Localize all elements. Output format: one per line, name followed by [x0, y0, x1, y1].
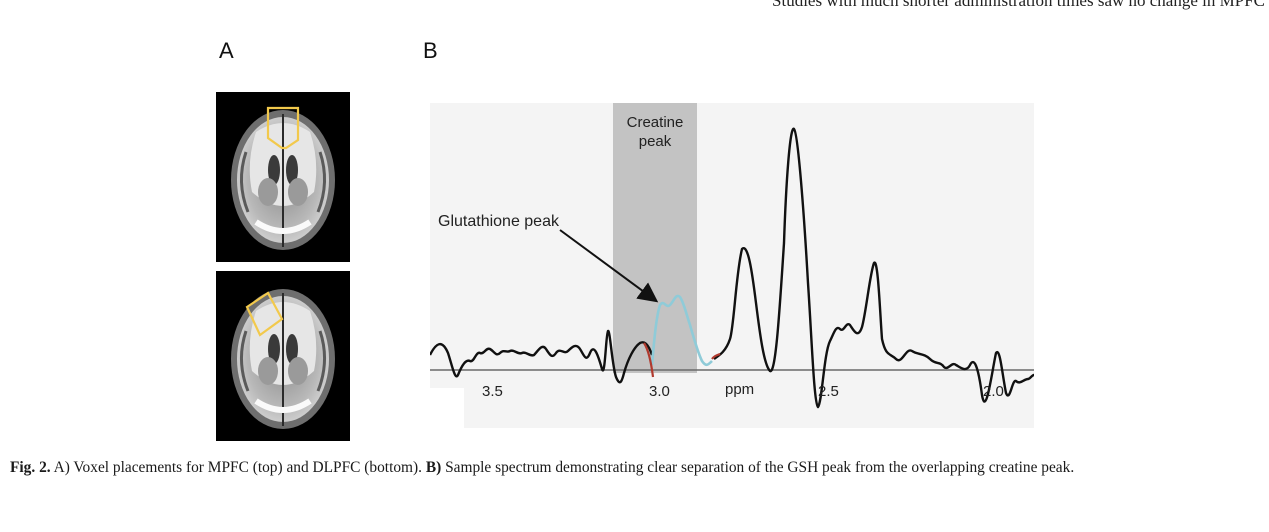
caption-b-label: B) — [425, 459, 442, 476]
mpfc-voxel-marker — [266, 106, 300, 150]
tick-label-3-5: 3.5 — [482, 383, 503, 400]
caption-part-b: Sample spectrum demonstrating clear sepa… — [441, 459, 1075, 476]
edge-fit-left — [643, 342, 655, 378]
brain-image-mpfc — [216, 92, 350, 262]
spectrum-trace — [430, 329, 654, 384]
gsh-fit-trace — [650, 294, 713, 367]
panel-b-label: B — [423, 38, 438, 63]
tick-label-2-0: 2.0 — [983, 383, 1004, 400]
glutathione-arrow — [559, 229, 659, 303]
dlpfc-voxel-marker — [245, 291, 284, 337]
panel-a-label: A — [219, 38, 234, 63]
creatine-band-label: Creatine — [627, 114, 684, 131]
glutathione-peak-label: Glutathione peak — [438, 213, 560, 230]
figure-caption: Fig. 2. A) Voxel placements for MPFC (to… — [10, 457, 1222, 478]
axis-unit-label: ppm — [725, 381, 754, 398]
edge-fit-right — [711, 352, 721, 360]
tick-label-2-5: 2.5 — [818, 383, 839, 400]
spectrum-plot: Creatine peak Glutathione peak 3.5 3.0 p… — [430, 103, 1034, 428]
tick-label-3-0: 3.0 — [649, 383, 670, 400]
spectrum-trace-right — [713, 127, 1034, 409]
caption-fig-label: Fig. 2. — [10, 459, 51, 476]
creatine-band-label-2: peak — [639, 133, 672, 150]
brain-image-dlpfc — [216, 271, 350, 441]
page-header-fragment: Studies with much shorter administration… — [772, 0, 1265, 10]
caption-part-a: A) Voxel placements for MPFC (top) and D… — [50, 459, 426, 476]
